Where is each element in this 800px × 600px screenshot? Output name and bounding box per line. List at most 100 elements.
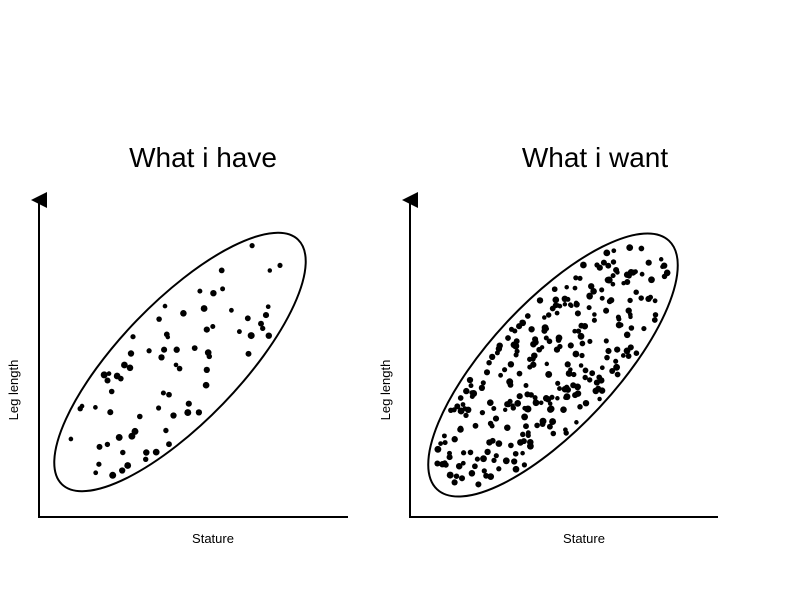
scatter-point: [552, 302, 559, 309]
scatter-point: [538, 400, 544, 406]
scatter-point: [572, 350, 580, 358]
scatter-point: [508, 442, 514, 449]
scatter-point: [161, 346, 168, 353]
scatter-point: [146, 348, 152, 354]
scatter-point: [527, 442, 534, 450]
scatter-point: [200, 305, 208, 312]
scatter-point: [203, 326, 210, 333]
scatter-point: [484, 448, 491, 456]
scatter-point: [560, 406, 567, 413]
scatter-point: [496, 466, 502, 472]
scatter-points: [68, 243, 283, 479]
scatter-point: [481, 468, 487, 474]
scatter-point: [96, 461, 102, 467]
scatter-point: [486, 439, 493, 446]
scatter-point: [543, 335, 549, 341]
scatter-point: [520, 438, 527, 445]
scatter-point: [544, 396, 552, 403]
scatter-point: [119, 467, 126, 474]
scatter-point: [625, 307, 632, 314]
scatter-point: [514, 400, 522, 407]
scatter-point: [579, 340, 586, 347]
scatter-point: [468, 383, 474, 389]
scatter-point: [507, 398, 513, 404]
scatter-point: [496, 342, 503, 349]
scatter-point: [523, 383, 529, 388]
scatter-point: [460, 450, 467, 456]
scatter-point: [623, 347, 631, 355]
scatter-point: [489, 353, 496, 361]
scatter-point: [564, 284, 569, 290]
scatter-point: [130, 334, 136, 340]
scatter-point: [582, 374, 588, 381]
scatter-point: [592, 312, 597, 317]
scatter-point: [156, 316, 162, 322]
scatter-point: [451, 436, 458, 443]
scatter-point: [591, 317, 597, 323]
scatter-point: [502, 407, 508, 413]
scatter-point: [504, 424, 511, 431]
scatter-point: [120, 449, 126, 456]
y-axis-label: Leg length: [6, 360, 21, 421]
scatter-point: [599, 287, 605, 293]
scatter-point: [621, 280, 626, 286]
scatter-point: [572, 285, 578, 291]
scatter-point: [610, 281, 616, 287]
scatter-point: [555, 396, 560, 401]
scatter-point: [596, 264, 603, 271]
scatter-point: [441, 433, 447, 439]
scatter-point: [483, 369, 491, 376]
scatter-point: [552, 296, 560, 304]
scatter-point: [467, 449, 474, 456]
scatter-point: [260, 325, 266, 332]
scatter-point: [460, 402, 466, 407]
scatter-point: [507, 381, 514, 388]
scatter-point: [170, 412, 177, 419]
scatter-point: [203, 366, 210, 374]
scatter-point: [531, 352, 538, 359]
panel-title: What i have: [129, 142, 277, 173]
scatter-point: [442, 440, 448, 446]
scatter-point: [202, 381, 210, 389]
scatter-point: [525, 430, 531, 436]
scatter-point: [579, 352, 585, 359]
distribution-ellipse: [427, 232, 679, 498]
scatter-point: [180, 310, 187, 317]
scatter-point: [604, 276, 612, 284]
scatter-point: [523, 423, 529, 430]
scatter-point: [536, 346, 543, 353]
scatter-point: [603, 307, 610, 314]
scatter-point: [480, 456, 485, 461]
scatter-point: [582, 367, 589, 374]
scatter-point: [457, 395, 464, 401]
scatter-point: [218, 267, 225, 274]
scatter-point: [100, 371, 108, 379]
scatter-point: [464, 406, 472, 414]
scatter-point: [210, 289, 217, 297]
scatter-point: [605, 262, 612, 269]
scatter-point: [578, 363, 584, 368]
scatter-point: [68, 436, 74, 442]
scatter-point: [498, 372, 504, 378]
scatter-point: [457, 425, 464, 431]
scatter-point: [574, 383, 581, 391]
scatter-point: [545, 370, 553, 378]
scatter-point: [532, 336, 539, 343]
scatter-point: [614, 371, 621, 378]
scatter-point: [524, 313, 531, 319]
scatter-point: [124, 462, 132, 469]
scatter-point: [262, 312, 270, 319]
scatter-point: [532, 399, 540, 407]
scatter-point: [645, 295, 652, 303]
scatter-point: [494, 350, 500, 356]
scatter-point: [627, 297, 633, 304]
scatter-point: [549, 418, 557, 426]
scatter-point: [587, 338, 593, 344]
scatter-point: [220, 286, 226, 292]
scatter-point: [511, 458, 518, 465]
scatter-point: [547, 401, 553, 406]
scatter-point: [564, 361, 571, 368]
scatter-point: [587, 377, 593, 383]
scatter-point: [126, 364, 134, 372]
scatter-point: [523, 406, 531, 413]
